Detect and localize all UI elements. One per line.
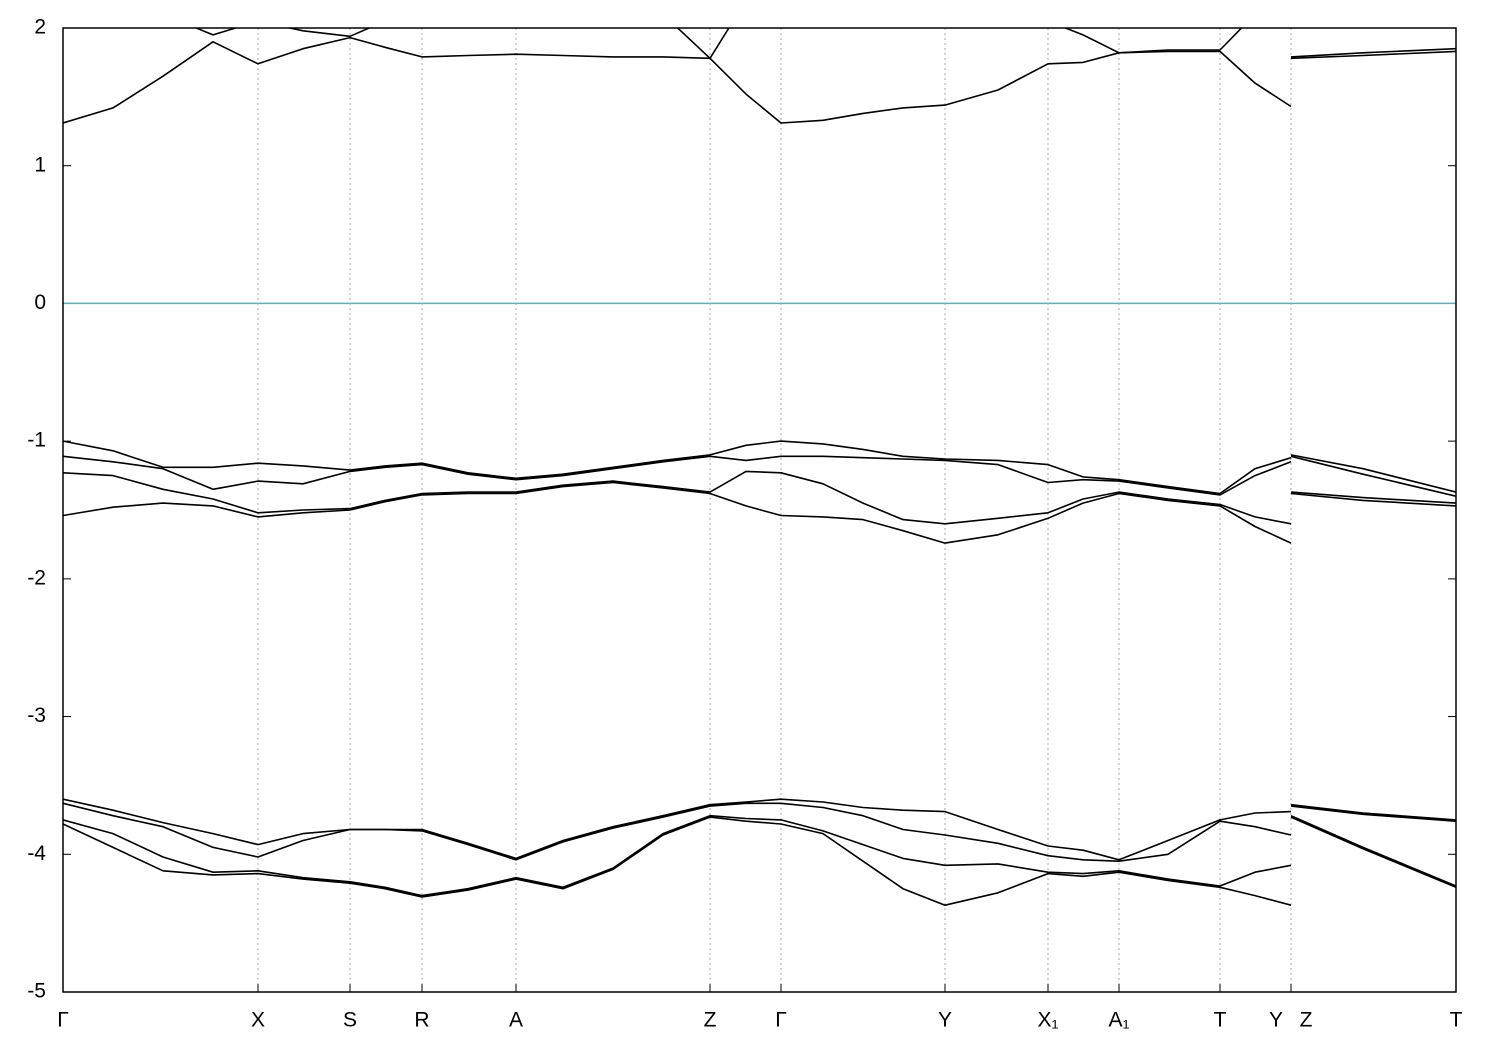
x-tick-label: Z [1300,1009,1313,1032]
x-tick-label: Γ [57,1009,69,1032]
x-tick-label: Y [1269,1009,1283,1032]
band-line [63,470,1456,525]
band-line [63,802,1456,862]
band-line [63,36,1456,124]
band-line [63,481,1456,544]
y-tick-label: 1 [34,153,46,176]
y-tick-label: -2 [27,566,46,589]
x-tick-label: Y [938,1009,952,1032]
y-tick-label: -4 [27,842,46,865]
x-tick-label: Z [704,1009,717,1032]
y-tick-label: -3 [27,704,46,727]
band-line [63,814,1456,897]
plot-frame [62,27,1457,993]
bands [63,28,1456,906]
x-tick-label: T [1450,1009,1463,1032]
band-line [63,455,1456,497]
x-tick-label: X [251,1009,265,1032]
band-line [63,440,1456,495]
x-tick-label: T [1214,1009,1227,1032]
band-line [194,28,1456,60]
x-tick-label: X₁ [1037,1009,1058,1032]
x-tick-label: A [509,1009,523,1032]
y-tick-label: 0 [34,291,46,314]
x-tick-label: R [414,1009,429,1032]
y-tick-label: -1 [27,429,46,452]
band-line [63,798,1456,861]
y-tick-label: 2 [34,16,46,39]
x-tick-label: Γ [775,1009,787,1032]
band-line [63,816,1456,906]
x-tick-label: S [343,1009,357,1032]
x-tick-label: A₁ [1108,1009,1129,1032]
y-tick-label: -5 [27,980,46,1003]
